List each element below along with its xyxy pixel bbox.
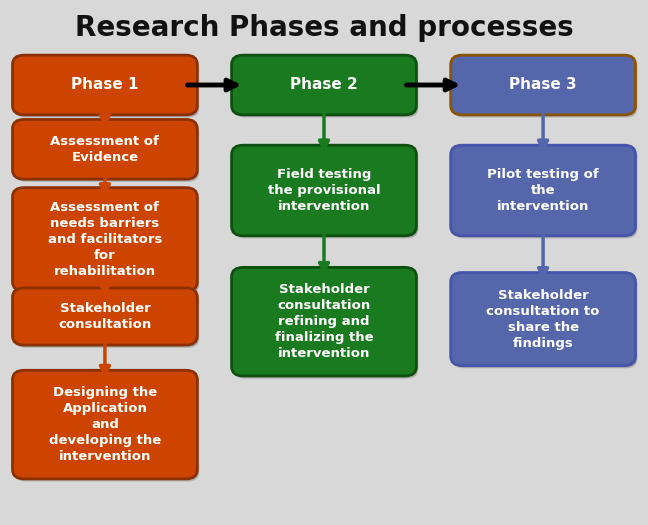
Text: Stakeholder
consultation to
share the
findings: Stakeholder consultation to share the fi… [487, 289, 600, 350]
FancyBboxPatch shape [233, 58, 419, 118]
FancyBboxPatch shape [233, 148, 419, 238]
Text: Phase 2: Phase 2 [290, 78, 358, 92]
Text: Phase 3: Phase 3 [509, 78, 577, 92]
FancyBboxPatch shape [12, 370, 197, 479]
FancyBboxPatch shape [231, 267, 417, 376]
FancyBboxPatch shape [14, 190, 199, 293]
FancyBboxPatch shape [12, 288, 197, 345]
Text: Pilot testing of
the
intervention: Pilot testing of the intervention [487, 168, 599, 213]
Text: Research Phases and processes: Research Phases and processes [75, 14, 573, 43]
FancyBboxPatch shape [12, 120, 197, 179]
FancyBboxPatch shape [451, 55, 636, 115]
FancyBboxPatch shape [452, 148, 638, 238]
Text: Assessment of
Evidence: Assessment of Evidence [51, 135, 159, 164]
FancyBboxPatch shape [233, 270, 419, 379]
FancyBboxPatch shape [14, 122, 199, 182]
FancyBboxPatch shape [14, 290, 199, 348]
FancyBboxPatch shape [14, 373, 199, 481]
FancyBboxPatch shape [451, 145, 636, 236]
FancyBboxPatch shape [12, 187, 197, 291]
Text: Stakeholder
consultation: Stakeholder consultation [58, 302, 152, 331]
FancyBboxPatch shape [14, 58, 199, 118]
FancyBboxPatch shape [452, 58, 638, 118]
FancyBboxPatch shape [12, 55, 197, 115]
FancyBboxPatch shape [231, 55, 417, 115]
Text: Phase 1: Phase 1 [71, 78, 139, 92]
Text: Stakeholder
consultation
refining and
finalizing the
intervention: Stakeholder consultation refining and fi… [275, 283, 373, 360]
Text: Assessment of
needs barriers
and facilitators
for
rehabilitation: Assessment of needs barriers and facilit… [48, 201, 162, 278]
FancyBboxPatch shape [452, 275, 638, 368]
FancyBboxPatch shape [231, 145, 417, 236]
Text: Field testing
the provisional
intervention: Field testing the provisional interventi… [268, 168, 380, 213]
Text: Designing the
Application
and
developing the
intervention: Designing the Application and developing… [49, 386, 161, 463]
FancyBboxPatch shape [451, 272, 636, 365]
